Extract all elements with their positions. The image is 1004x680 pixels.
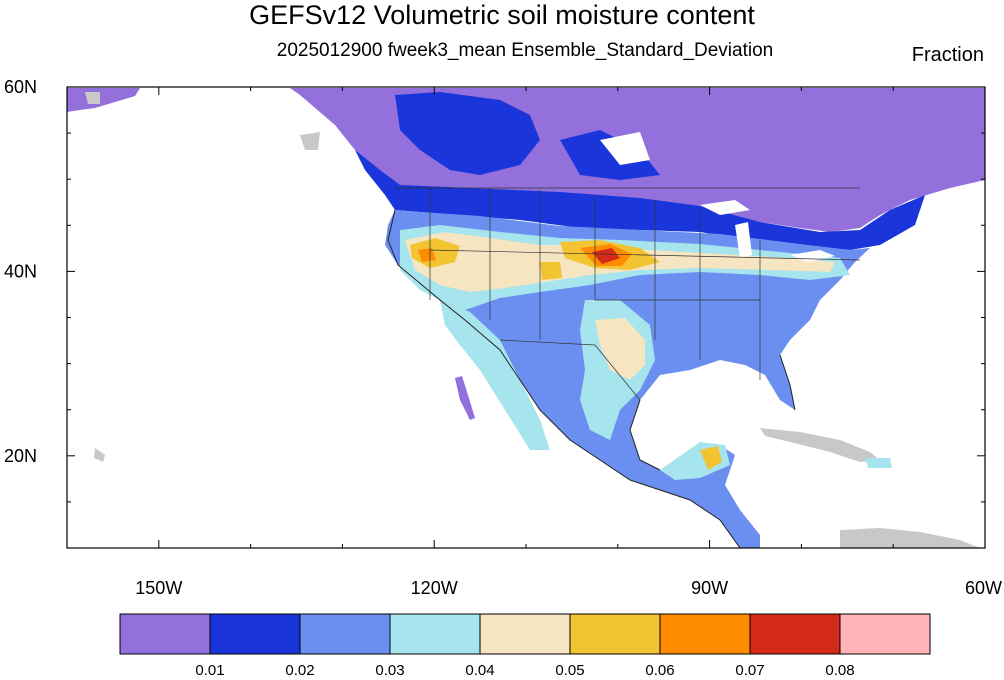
longitude-labels: 150W 120W 90W 60W [135,578,1002,598]
colorbar-box-7 [749,613,841,655]
colorbar-label-7: 0.08 [825,662,854,679]
lat-label-1: 40N [4,261,37,281]
colorbar-label-5: 0.06 [645,662,674,679]
colorbar-box-3 [389,613,481,655]
colorbar-label-0: 0.01 [195,662,224,679]
map-field [67,87,985,548]
units-label: Fraction [911,44,984,66]
lat-label-2: 20N [4,446,37,466]
lon-label-3: 60W [965,578,1002,598]
map-title: GEFSv12 Volumetric soil moisture content [249,0,755,30]
colorbar-label-2: 0.03 [375,662,404,679]
axis-ticks [66,86,986,549]
colorbar-box-4 [479,613,571,655]
border-blue-band [355,150,925,250]
map-subtitle: 2025012900 fweek3_mean Ensemble_Standard… [276,40,774,61]
colorbar-box-0 [119,613,211,655]
lon-label-1: 120W [411,578,458,598]
colorbar-label-1: 0.02 [285,662,314,679]
lat-label-0: 60N [4,77,37,97]
lon-label-0: 150W [135,578,182,598]
colorbar-box-8 [839,613,931,655]
lon-label-2: 90W [691,578,728,598]
colorbar-box-1 [209,613,301,655]
latitude-labels: 60N 40N 20N [4,77,37,466]
alaska-region [67,88,140,112]
colorbar-box-5 [569,613,661,655]
colorbar-box-2 [299,613,391,655]
colorbar-label-6: 0.07 [735,662,764,679]
colorbar: 0.01 0.02 0.03 0.04 0.05 0.06 0.07 0.08 [119,613,931,679]
colorbar-label-3: 0.04 [465,662,494,679]
colorbar-label-4: 0.05 [555,662,584,679]
colorbar-box-6 [659,613,751,655]
